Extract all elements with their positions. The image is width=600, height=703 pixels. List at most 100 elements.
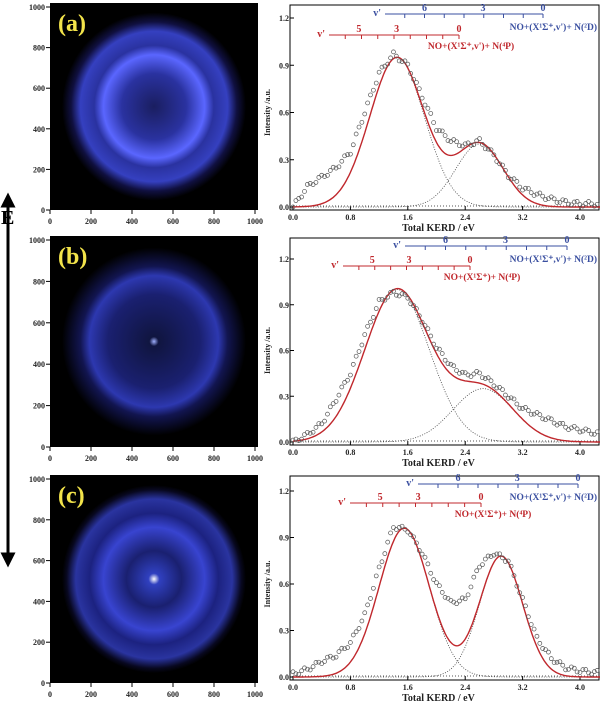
x-tick-label: 1.6 <box>403 448 413 457</box>
measured-data-point <box>393 527 399 532</box>
measured-data-point <box>534 633 540 639</box>
measured-data-point <box>339 645 345 651</box>
measured-data-point <box>589 431 594 437</box>
measured-data-point <box>425 561 431 567</box>
y-tick-label: 0.9 <box>279 534 289 543</box>
measured-data-point <box>586 199 591 204</box>
measured-data-point <box>497 551 502 557</box>
measured-data-point <box>368 319 373 325</box>
x-tick-label: 4.0 <box>575 213 585 222</box>
measured-data-point <box>442 357 448 363</box>
measured-data-point <box>359 342 365 348</box>
scale-v-label: v' <box>338 497 346 508</box>
measured-data-point <box>345 377 350 383</box>
measured-data-point <box>362 111 368 117</box>
measured-data-point <box>560 197 566 203</box>
measured-data-point <box>477 564 482 570</box>
scale-v-label: v' <box>373 8 381 19</box>
measured-data-point <box>425 105 431 111</box>
scale-tick-label: 0 <box>565 235 570 246</box>
measured-data-point <box>371 87 376 93</box>
measured-data-point <box>419 551 425 557</box>
measured-data-point <box>399 291 405 297</box>
measured-data-point <box>393 292 399 298</box>
measured-data-point <box>431 341 436 347</box>
measured-data-point <box>388 55 393 61</box>
y-tick-label: 0 <box>41 206 45 215</box>
fit-component-curve <box>293 527 600 678</box>
y-tick-label: 0.0 <box>279 438 289 447</box>
measured-data-point <box>471 142 477 148</box>
y-tick-label: 1.2 <box>279 255 289 264</box>
x-tick-label: 1000 <box>247 454 263 463</box>
measured-data-point <box>345 152 350 158</box>
measured-data-point <box>540 193 546 199</box>
measured-data-point <box>511 573 517 578</box>
measured-data-point <box>491 552 497 558</box>
measured-data-point <box>382 297 388 303</box>
measured-data-point <box>574 199 580 204</box>
measured-data-point <box>569 664 574 670</box>
x-tick-label: 200 <box>85 217 97 226</box>
measured-data-point <box>362 332 368 337</box>
measured-data-point <box>382 551 388 556</box>
measured-data-point <box>336 164 342 170</box>
measured-data-point <box>462 141 468 147</box>
measured-data-point <box>563 424 569 430</box>
total-fit-curve <box>293 527 600 678</box>
measured-data-point <box>459 595 465 601</box>
y-axis-label: Intensity /a.u. <box>263 89 272 136</box>
measured-data-point <box>319 172 325 178</box>
measured-data-point <box>491 152 497 158</box>
measured-data-point <box>322 174 327 179</box>
measured-data-point <box>325 654 330 660</box>
measured-data-point <box>348 372 353 378</box>
x-tick-label: 600 <box>167 217 179 226</box>
measured-data-point <box>365 100 370 106</box>
x-tick-label: 2.4 <box>460 448 470 457</box>
measured-data-point <box>408 71 414 76</box>
measured-data-point <box>359 119 365 125</box>
measured-data-point <box>454 139 459 145</box>
y-tick-label: 200 <box>33 638 45 647</box>
x-tick-label: 0 <box>48 690 52 699</box>
measured-data-point <box>342 646 348 652</box>
y-tick-label: 0.6 <box>279 109 289 118</box>
blue-scale-bar: v' 6 3 0 NO+(X¹Σ⁺,v')+ N(²D) <box>393 235 597 265</box>
measured-data-point <box>523 405 528 410</box>
measured-data-point <box>336 392 342 398</box>
panel-label: (c) <box>58 483 85 509</box>
x-tick-label: 800 <box>208 454 220 463</box>
measured-data-point <box>537 190 543 196</box>
measured-data-point <box>316 174 322 180</box>
scale-tick-label: 5 <box>356 24 361 35</box>
red-scale-bar: v' 5 3 0 NO+(X¹Σ⁺)+ N(⁴P) <box>331 255 520 283</box>
measured-data-point <box>425 326 431 332</box>
measured-data-point <box>563 667 569 673</box>
fit-component-curve <box>293 57 600 208</box>
x-tick-label: 0.0 <box>288 448 298 457</box>
measured-data-point <box>514 583 520 589</box>
measured-data-point <box>468 374 474 379</box>
x-tick-label: 400 <box>126 690 138 699</box>
y-tick-label: 1.2 <box>279 14 289 23</box>
measured-data-point <box>385 539 391 545</box>
measured-data-point <box>428 333 434 339</box>
measured-data-point <box>402 526 408 532</box>
measured-data-point <box>594 429 600 435</box>
measured-data-point <box>560 662 566 668</box>
measured-data-point <box>376 69 382 75</box>
detector-image-panel: (b) 0 200 400 600 800 1000 0 200 400 600 800 1000 <box>29 236 263 463</box>
measured-data-point <box>491 383 497 389</box>
measured-data-point <box>462 370 468 376</box>
measured-data-point <box>508 563 514 569</box>
measured-data-point <box>399 59 405 64</box>
measured-data-point <box>577 670 583 675</box>
scale-tick-label: 6 <box>422 3 427 14</box>
plot-frame <box>289 475 600 681</box>
measured-data-point <box>293 671 299 677</box>
measured-data-point <box>327 168 333 173</box>
measured-data-point <box>551 660 557 665</box>
measured-data-point <box>434 128 439 133</box>
panel-label: (a) <box>58 11 86 37</box>
